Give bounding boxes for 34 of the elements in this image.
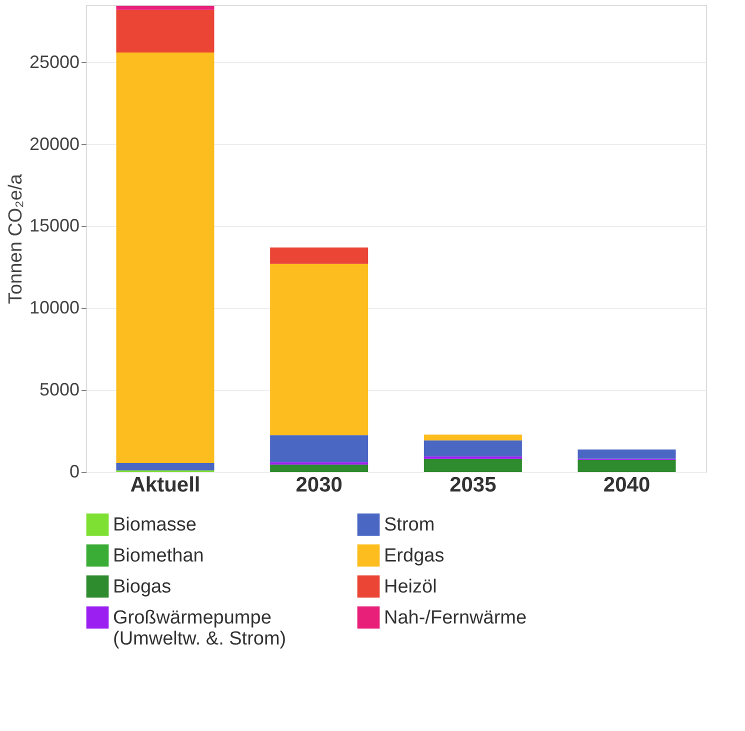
legend-label: Heizöl: [384, 576, 437, 598]
bar: [424, 456, 522, 459]
bar: [116, 10, 214, 53]
bar: [424, 458, 522, 472]
x-tick-label: 2040: [603, 474, 650, 496]
legend-label: Biomethan: [113, 546, 204, 566]
bar: [116, 52, 214, 463]
y-tick-label: 20000: [29, 134, 80, 154]
bar: [424, 440, 522, 456]
legend-label: Großwärmepumpe (Umweltw. &. Strom): [113, 608, 286, 650]
legend-label: Nah-/Fernwärme: [384, 608, 527, 628]
y-tick-label: 5000: [39, 380, 80, 400]
y-tick-label: 15000: [29, 216, 80, 236]
bar: [578, 460, 676, 472]
legend-label: Erdgas: [384, 546, 444, 566]
y-tick-label: 0: [69, 462, 80, 482]
legend-label: Biogas: [113, 576, 172, 598]
bar: [270, 248, 368, 264]
y-tick-label: 10000: [29, 298, 80, 318]
bar: [578, 450, 676, 459]
bar: [270, 462, 368, 465]
y-tick-label: 25000: [29, 52, 80, 72]
bar: [270, 435, 368, 462]
y-axis-title: Tonnen CO₂e/a: [5, 174, 26, 304]
bar: [116, 462, 214, 470]
bar: [270, 264, 368, 436]
legend-label: Biomasse: [113, 514, 196, 536]
x-tick-label: 2035: [450, 474, 497, 496]
bar: [270, 464, 368, 472]
bar: [116, 6, 214, 10]
bar: [424, 434, 522, 440]
x-tick-label: Aktuell: [130, 474, 200, 496]
x-tick-label: 2030: [296, 474, 342, 496]
legend-label: Strom: [384, 514, 435, 536]
